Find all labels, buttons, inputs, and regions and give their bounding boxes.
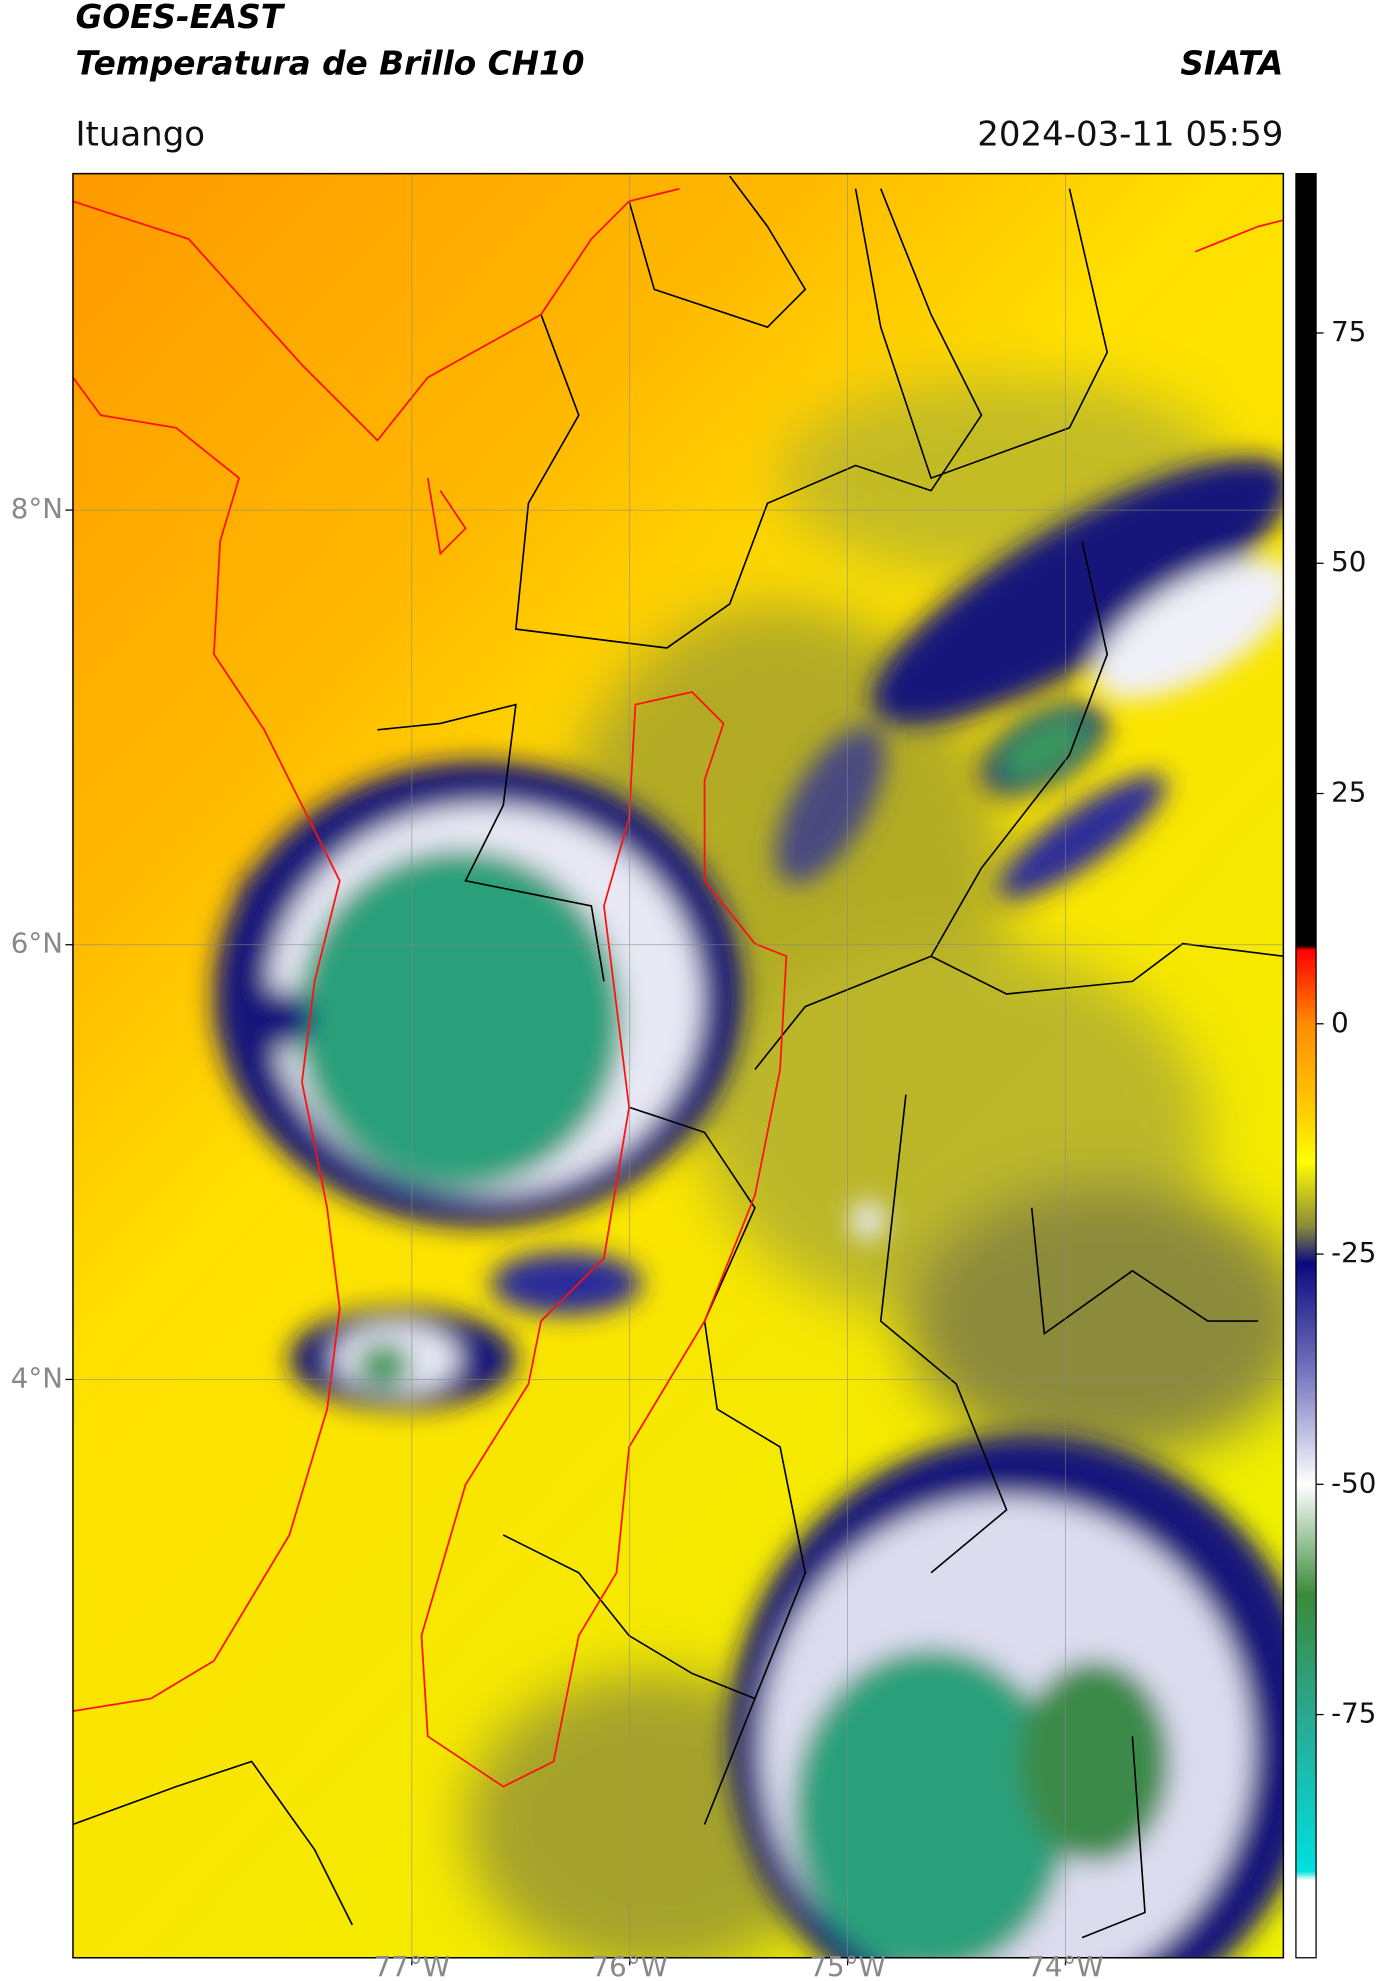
lon-tick-label: 75°W (809, 1950, 885, 1981)
lon-tick-label: 76°W (591, 1950, 667, 1981)
subtitle: Temperatura de Brillo CH10 (75, 44, 584, 82)
lat-tick-label: 4°N (11, 1361, 63, 1394)
colorbar-tick-label: -25 (1331, 1236, 1376, 1269)
colorbar-tick-label: -75 (1331, 1697, 1376, 1730)
source: SIATA (1180, 44, 1283, 82)
lat-tick-label: 8°N (11, 492, 63, 525)
figure: GOES-EAST Temperatura de Brillo CH10 SIA… (11, 0, 1377, 1981)
map-frame (72, 172, 1285, 1959)
lon-tick-label: 74°W (1027, 1950, 1103, 1981)
colorbar-tick-label: 25 (1331, 776, 1366, 809)
colorbar-tick-label: 75 (1331, 315, 1366, 348)
location: Ituango (75, 114, 205, 154)
colorbar-tick-label: -50 (1331, 1466, 1376, 1499)
satellite-image (72, 173, 1284, 1958)
timestamp: 2024-03-11 05:59 (977, 114, 1283, 154)
title: GOES-EAST (75, 0, 285, 36)
colorbar-tick-label: 0 (1331, 1006, 1349, 1039)
lat-tick-label: 6°N (11, 927, 63, 960)
colorbar-tick-label: 50 (1331, 545, 1366, 578)
lon-tick-label: 77°W (374, 1950, 450, 1981)
colorbar (1295, 173, 1317, 1959)
colorbar-ticks: 75 50 25 0 -25 -50 -75 (1316, 315, 1376, 1730)
graticule (65, 173, 1284, 1966)
